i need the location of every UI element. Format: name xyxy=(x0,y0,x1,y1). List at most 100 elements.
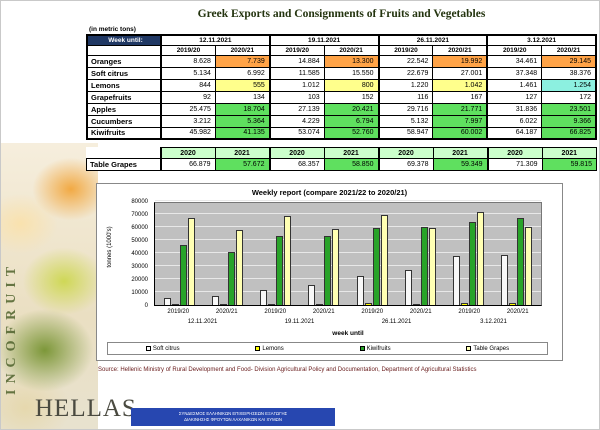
value-cell: 14.884 xyxy=(268,54,325,68)
value-cell: 172 xyxy=(541,90,597,104)
season-header: 2019/20 xyxy=(486,44,543,56)
bar-soft-citrus xyxy=(501,255,509,305)
bar-cluster xyxy=(445,203,493,305)
value-cell: 152 xyxy=(323,90,380,104)
value-cell: 5.364 xyxy=(214,114,271,128)
category-label: 2020/21 xyxy=(215,309,238,315)
legend-swatch-icon xyxy=(466,346,472,351)
value-cell: 4.229 xyxy=(268,114,325,128)
chart-category-labels: 2019/20 2020/21 2019/20 2020/21 2019/20 2020/… xyxy=(154,309,542,315)
value-cell: 57.672 xyxy=(214,158,270,171)
date-header: 19.11.2021 xyxy=(268,34,379,46)
value-cell: 6.794 xyxy=(323,114,380,128)
bar-lemons xyxy=(364,303,372,305)
product-label: Soft citrus xyxy=(86,66,162,80)
value-cell: 58.850 xyxy=(323,158,379,171)
product-row: Kiwifruits 45.982 41.135 53.074 52.760 58.947… xyxy=(86,126,597,140)
value-cell: 9.366 xyxy=(541,114,597,128)
bar-cluster xyxy=(155,203,203,305)
year-header: 2021 xyxy=(214,147,270,159)
year-header: 2020 xyxy=(268,147,325,159)
bar-lemons xyxy=(219,304,227,305)
bar-lemons xyxy=(268,303,276,305)
value-cell: 53.074 xyxy=(268,126,325,140)
group-date-label: 19.11.2021 xyxy=(284,319,315,325)
product-label: Lemons xyxy=(86,78,162,92)
value-cell: 34.461 xyxy=(486,54,543,68)
y-tick-label: 60000 xyxy=(131,225,148,231)
value-cell: 11.585 xyxy=(268,66,325,80)
year-header: 2020 xyxy=(377,147,434,159)
incofruit-vertical-text: INCOFRUIT xyxy=(4,260,19,395)
bar-table-grapes xyxy=(332,228,340,305)
y-tick-label: 10000 xyxy=(131,290,148,296)
gridline xyxy=(155,265,541,266)
chart-date-labels: 12.11.2021 19.11.2021 26.11.2021 3.12.2021 xyxy=(154,319,542,325)
exports-table: Week until: 12.11.2021 19.11.2021 26.11.202… xyxy=(86,34,597,140)
bar-cluster xyxy=(203,203,251,305)
category-label: 2020/21 xyxy=(409,309,432,315)
bar-soft-citrus xyxy=(260,289,268,305)
bar-lemons xyxy=(461,303,469,305)
year-header: 2021 xyxy=(323,147,379,159)
bar-kiwifruits xyxy=(227,251,235,305)
bar-kiwifruits xyxy=(469,221,477,305)
value-cell: 6.992 xyxy=(214,66,271,80)
units-note: (in metric tons) xyxy=(89,26,136,33)
value-cell: 59.815 xyxy=(541,158,597,171)
value-cell: 71.309 xyxy=(486,158,543,171)
bar-soft-citrus xyxy=(308,284,316,305)
category-label: 2019/20 xyxy=(361,309,384,315)
bar-cluster xyxy=(300,203,348,305)
value-cell: 8.628 xyxy=(159,54,216,68)
value-cell: 15.550 xyxy=(323,66,380,80)
value-cell: 5.134 xyxy=(159,66,216,80)
legend-swatch-icon xyxy=(145,346,151,351)
chart-plot xyxy=(154,200,542,306)
bar-table-grapes xyxy=(477,212,485,305)
value-cell: 22.542 xyxy=(377,54,434,68)
year-header: 2020 xyxy=(486,147,543,159)
bar-lemons xyxy=(509,303,517,305)
value-cell: 7.739 xyxy=(214,54,271,68)
weekly-report-chart: Weekly report (compare 2021/22 to 2020/2… xyxy=(96,183,563,361)
year-header: 2021 xyxy=(541,147,597,159)
product-row: Oranges 8.628 7.739 14.884 13.300 22.542 19.99… xyxy=(86,54,597,68)
season-header: 2020/21 xyxy=(214,44,271,56)
bar-cluster xyxy=(252,203,300,305)
product-row: Grapefruits 92 134 103 152 116 167 127 172 xyxy=(86,90,597,104)
y-tick-label: 80000 xyxy=(131,199,148,205)
value-cell: 13.300 xyxy=(323,54,380,68)
legend-item-kiwifruits: Kiwifruits xyxy=(359,345,391,352)
product-label: Grapefruits xyxy=(86,90,162,104)
y-tick-label: 50000 xyxy=(131,238,148,244)
season-header: 2020/21 xyxy=(541,44,597,56)
season-header: 2019/20 xyxy=(268,44,325,56)
category-label: 2019/20 xyxy=(264,309,287,315)
legend-label: Kiwifruits xyxy=(366,345,391,352)
value-cell: 22.679 xyxy=(377,66,434,80)
value-cell: 92 xyxy=(159,90,216,104)
product-label: Oranges xyxy=(86,54,162,68)
bar-cluster xyxy=(396,203,444,305)
value-cell: 7.997 xyxy=(432,114,488,128)
blank-corner-cell xyxy=(86,44,162,56)
grapes-year-header-row: 2020 2021 2020 2021 2020 2021 2020 2021 xyxy=(87,147,597,159)
value-cell: 66.879 xyxy=(159,158,216,171)
bar-kiwifruits xyxy=(420,227,428,305)
gridline xyxy=(155,252,541,253)
value-cell: 38.376 xyxy=(541,66,597,80)
week-until-label: Week until: xyxy=(86,34,162,46)
group-date-label: 12.11.2021 xyxy=(187,319,218,325)
hellas-logo-text: HELLAS xyxy=(35,395,137,422)
product-row: Lemons 844 555 1.012 800 1.220 1.042 1.461 1.254 xyxy=(86,78,597,92)
table-grapes-table: 2020 2021 2020 2021 2020 2021 2020 2021 Table Gr… xyxy=(86,147,597,171)
group-date-label: 26.11.2021 xyxy=(381,319,412,325)
value-cell: 68.357 xyxy=(268,158,325,171)
value-cell: 27.139 xyxy=(268,102,325,116)
value-cell: 27.001 xyxy=(432,66,488,80)
season-header: 2020/21 xyxy=(432,44,488,56)
value-cell: 555 xyxy=(214,78,271,92)
bar-kiwifruits xyxy=(179,245,187,305)
